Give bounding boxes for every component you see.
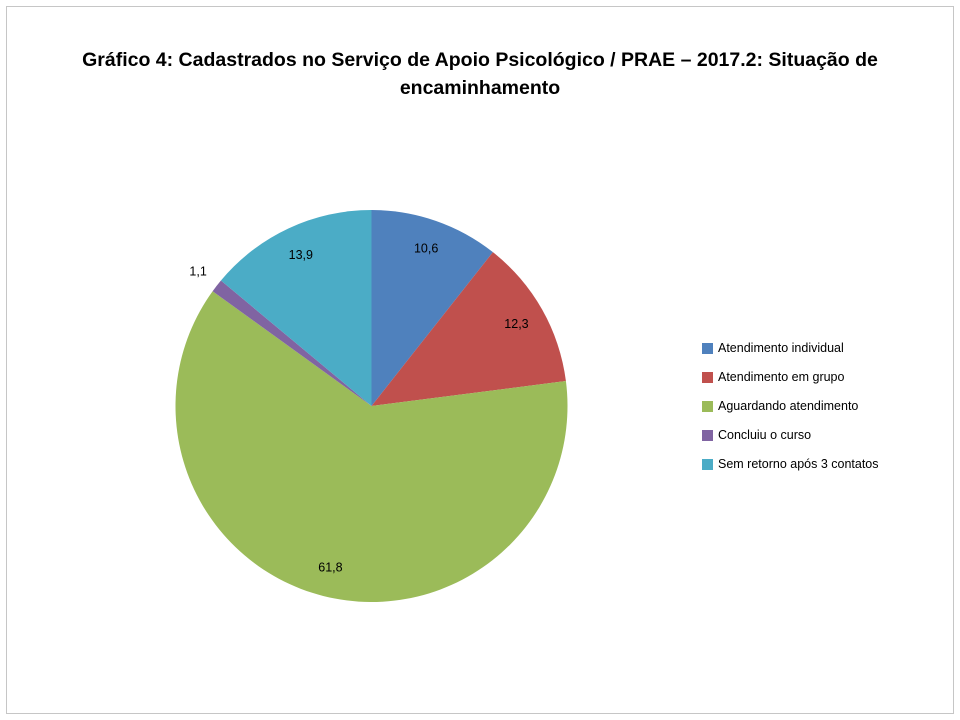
legend-item: Aguardando atendimento	[702, 399, 879, 413]
legend-item: Concluiu o curso	[702, 428, 879, 442]
pie-value-label: 61,8	[318, 560, 342, 574]
legend-label: Concluiu o curso	[718, 428, 812, 442]
pie-value-label: 1,1	[189, 264, 206, 278]
pie-slice-4	[212, 280, 372, 406]
legend-swatch	[702, 342, 713, 354]
legend-label: Sem retorno após 3 contatos	[718, 457, 879, 471]
chart-title: Gráfico 4: Cadastrados no Serviço de Apo…	[82, 49, 878, 100]
legend-label: Aguardando atendimento	[718, 399, 859, 413]
legend: Atendimento individual Atendimento em gru…	[702, 341, 879, 486]
pie-slice-2	[371, 252, 566, 406]
pie-value-label: 13,9	[289, 248, 313, 262]
legend-swatch	[702, 458, 713, 470]
pie-value-label: 10,6	[414, 242, 438, 256]
legend-item: Atendimento individual	[702, 341, 879, 355]
legend-label: Atendimento em grupo	[718, 370, 845, 384]
pie-slice-3	[175, 291, 568, 603]
legend-item: Sem retorno após 3 contatos	[702, 457, 879, 471]
legend-swatch	[702, 400, 713, 412]
pie-slice-5	[220, 210, 372, 406]
legend-item: Atendimento em grupo	[702, 370, 879, 384]
legend-label: Atendimento individual	[718, 341, 844, 355]
pie-value-label: 12,3	[504, 317, 528, 331]
legend-swatch	[702, 371, 713, 383]
legend-swatch	[702, 429, 713, 441]
pie-slice-1	[371, 210, 493, 406]
